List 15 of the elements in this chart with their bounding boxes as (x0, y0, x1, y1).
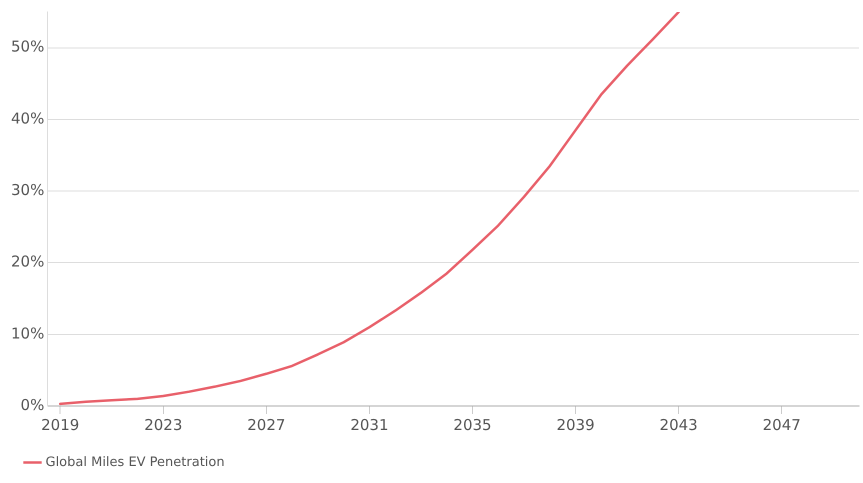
x-tick-label: 2019 (41, 416, 80, 434)
x-tick-label: 2031 (350, 416, 389, 434)
y-tick-label: 30% (10, 180, 44, 199)
x-tick-label: 2035 (453, 416, 492, 434)
x-tick-label: 2039 (556, 416, 595, 434)
legend-label: Global Miles EV Penetration (46, 454, 225, 470)
x-tick-label: 2023 (144, 416, 182, 434)
y-tick-label: 0% (20, 396, 44, 414)
y-tick-label: 10% (10, 324, 44, 342)
y-tick-label: 40% (10, 109, 44, 128)
x-tick-label: 2027 (247, 416, 286, 434)
y-tick-label: 20% (10, 252, 44, 271)
y-tick-label: 50% (10, 38, 44, 56)
x-tick-label: 2043 (660, 416, 698, 434)
x-tick-label: 2047 (762, 416, 801, 434)
